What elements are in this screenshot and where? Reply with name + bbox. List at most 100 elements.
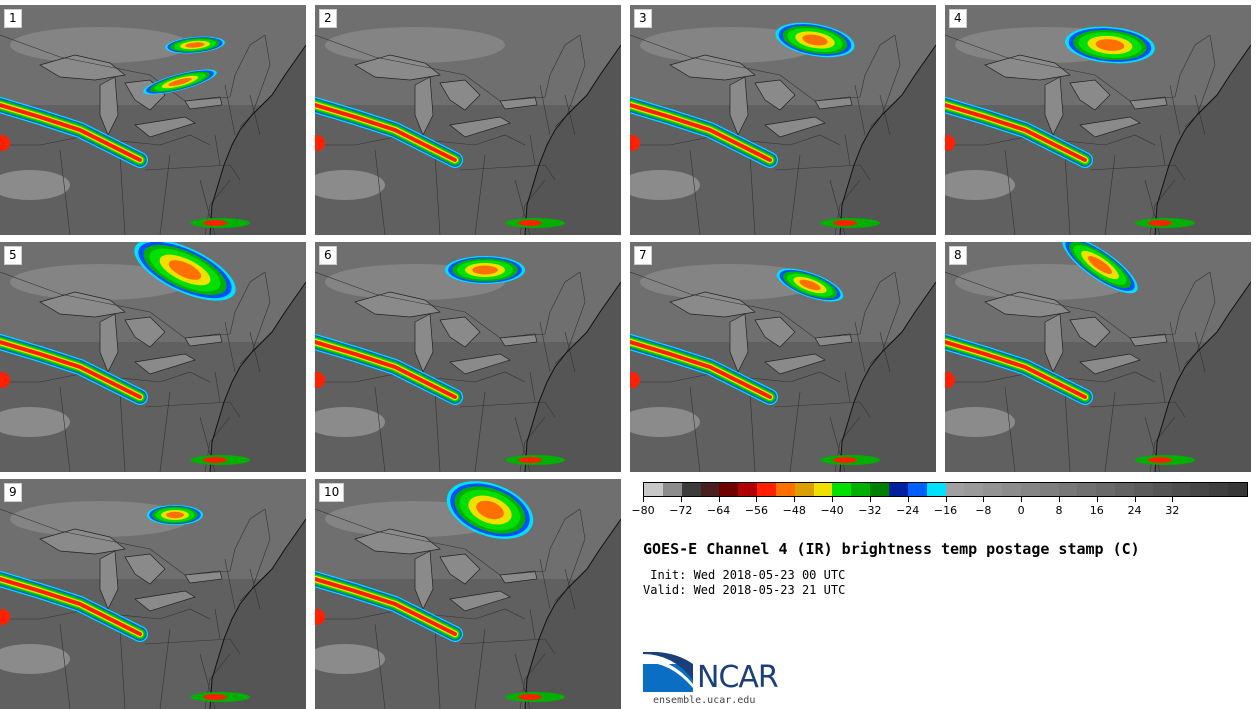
state-border <box>144 164 241 181</box>
valid-time: Valid: Wed 2018-05-23 21 UTC <box>643 583 846 597</box>
state-border <box>630 34 896 102</box>
state-border <box>869 271 901 365</box>
state-border <box>59 386 71 472</box>
lake <box>414 313 434 373</box>
colorbar-tick <box>945 497 947 502</box>
storm-layer <box>945 242 1195 465</box>
colorbar-swatch <box>1039 483 1059 496</box>
west-convection <box>945 135 955 151</box>
state-border <box>1169 84 1181 136</box>
state-border <box>1184 34 1216 128</box>
postage-stamp-panel: 5 <box>0 242 306 472</box>
colorbar-tick <box>1021 497 1023 502</box>
state-border <box>539 84 551 136</box>
colorbar-swatch <box>1171 483 1191 496</box>
state-border <box>249 94 261 136</box>
state-border <box>59 623 71 709</box>
storm-band <box>945 340 1087 399</box>
cloud-haze <box>640 264 820 300</box>
cloud-haze <box>315 407 385 437</box>
lake <box>764 353 826 375</box>
colorbar-tick <box>718 497 720 502</box>
state-border <box>459 401 556 418</box>
storm-layer <box>945 26 1195 228</box>
south-convection <box>518 220 542 226</box>
lake <box>1079 116 1141 138</box>
colorbar-swatch <box>1115 483 1134 496</box>
storm-band <box>945 103 1087 162</box>
state-border <box>564 331 576 373</box>
ocean <box>525 282 621 472</box>
state-border <box>59 149 71 235</box>
colorbar-tick-label: −24 <box>896 504 920 517</box>
state-border <box>749 154 756 235</box>
colorbar-tick <box>1172 497 1174 502</box>
lake <box>764 116 826 138</box>
state-border <box>0 34 266 102</box>
state-border <box>239 34 271 128</box>
state-border <box>844 371 851 403</box>
colorbar-swatch <box>983 483 1003 496</box>
cloud-haze <box>945 407 1015 437</box>
state-border <box>630 271 896 339</box>
state-border <box>554 508 586 602</box>
lake <box>1069 79 1111 111</box>
state-border <box>315 371 526 383</box>
state-border <box>529 371 536 403</box>
colorbar-tick <box>756 497 758 502</box>
ocean <box>1155 282 1251 472</box>
south-convection <box>833 220 857 226</box>
logo-text: NCAR <box>697 660 779 695</box>
satellite-map <box>630 242 936 472</box>
satellite-map <box>630 5 936 235</box>
panel-label: 9 <box>4 483 22 502</box>
colorbar-tick-label: 32 <box>1165 504 1180 517</box>
colorbar-swatch <box>945 483 965 496</box>
state-border <box>0 134 211 146</box>
state-border <box>434 154 441 235</box>
lake <box>669 291 756 318</box>
ocean <box>840 282 936 472</box>
state-border <box>630 371 841 383</box>
lake <box>984 291 1071 318</box>
lake <box>134 353 196 375</box>
west-convection <box>630 372 640 388</box>
state-border <box>539 558 551 610</box>
state-border <box>315 508 581 576</box>
south-convection <box>203 694 227 700</box>
state-border <box>224 321 236 373</box>
state-border <box>945 134 1156 146</box>
state-border <box>459 638 556 655</box>
colorbar-swatch <box>813 483 833 496</box>
state-border <box>564 568 576 610</box>
colorbar-swatch <box>794 483 814 496</box>
panel-label: 10 <box>319 483 345 502</box>
state-border <box>214 134 221 166</box>
storm-layer <box>315 481 565 702</box>
postage-stamp-panel: 4 <box>945 5 1251 235</box>
state-border <box>945 371 1156 383</box>
state-border <box>1159 371 1166 403</box>
west-convection <box>315 372 325 388</box>
lake <box>439 79 481 111</box>
colorbar-swatch <box>1228 483 1247 496</box>
colorbar-swatch <box>1020 483 1040 496</box>
state-border <box>0 271 266 339</box>
init-time: Init: Wed 2018-05-23 00 UTC <box>643 568 846 582</box>
lake <box>39 54 126 81</box>
south-convection <box>833 457 857 463</box>
state-border <box>554 34 586 128</box>
colorbar-tick <box>1096 497 1098 502</box>
ocean <box>1155 45 1251 235</box>
state-border <box>1194 331 1206 373</box>
colorbar-swatch <box>907 483 927 496</box>
storm-band <box>0 577 142 636</box>
colorbar-swatch <box>1077 483 1097 496</box>
state-border <box>539 321 551 373</box>
colorbar-swatch <box>662 483 682 496</box>
cloud-haze <box>630 407 700 437</box>
cloud-layer <box>1095 39 1125 51</box>
storm-layer <box>630 268 880 465</box>
lake <box>124 316 166 348</box>
postage-stamp-panel: 3 <box>630 5 936 235</box>
